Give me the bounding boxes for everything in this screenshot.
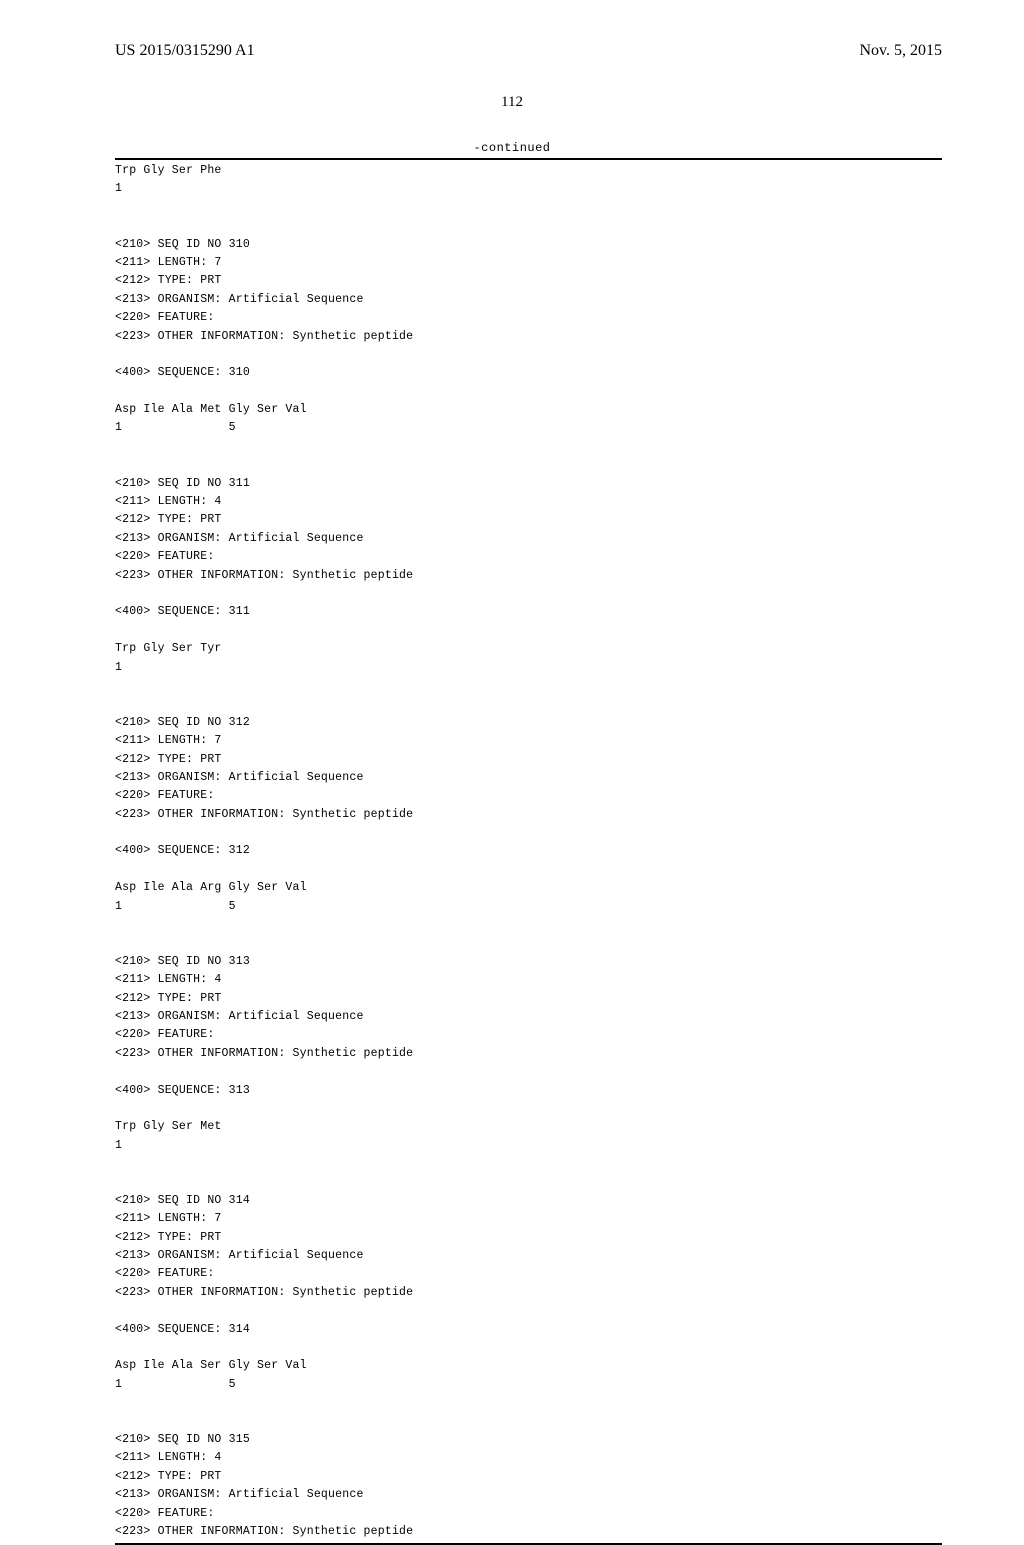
document-header: US 2015/0315290 A1 Nov. 5, 2015: [0, 0, 1024, 60]
publication-number: US 2015/0315290 A1: [115, 42, 255, 60]
continued-label: -continued: [0, 141, 1024, 155]
page-number: 112: [0, 94, 1024, 111]
publication-date: Nov. 5, 2015: [859, 42, 942, 60]
sequence-listing: Trp Gly Ser Phe 1 <210> SEQ ID NO 310 <2…: [0, 160, 1024, 1541]
